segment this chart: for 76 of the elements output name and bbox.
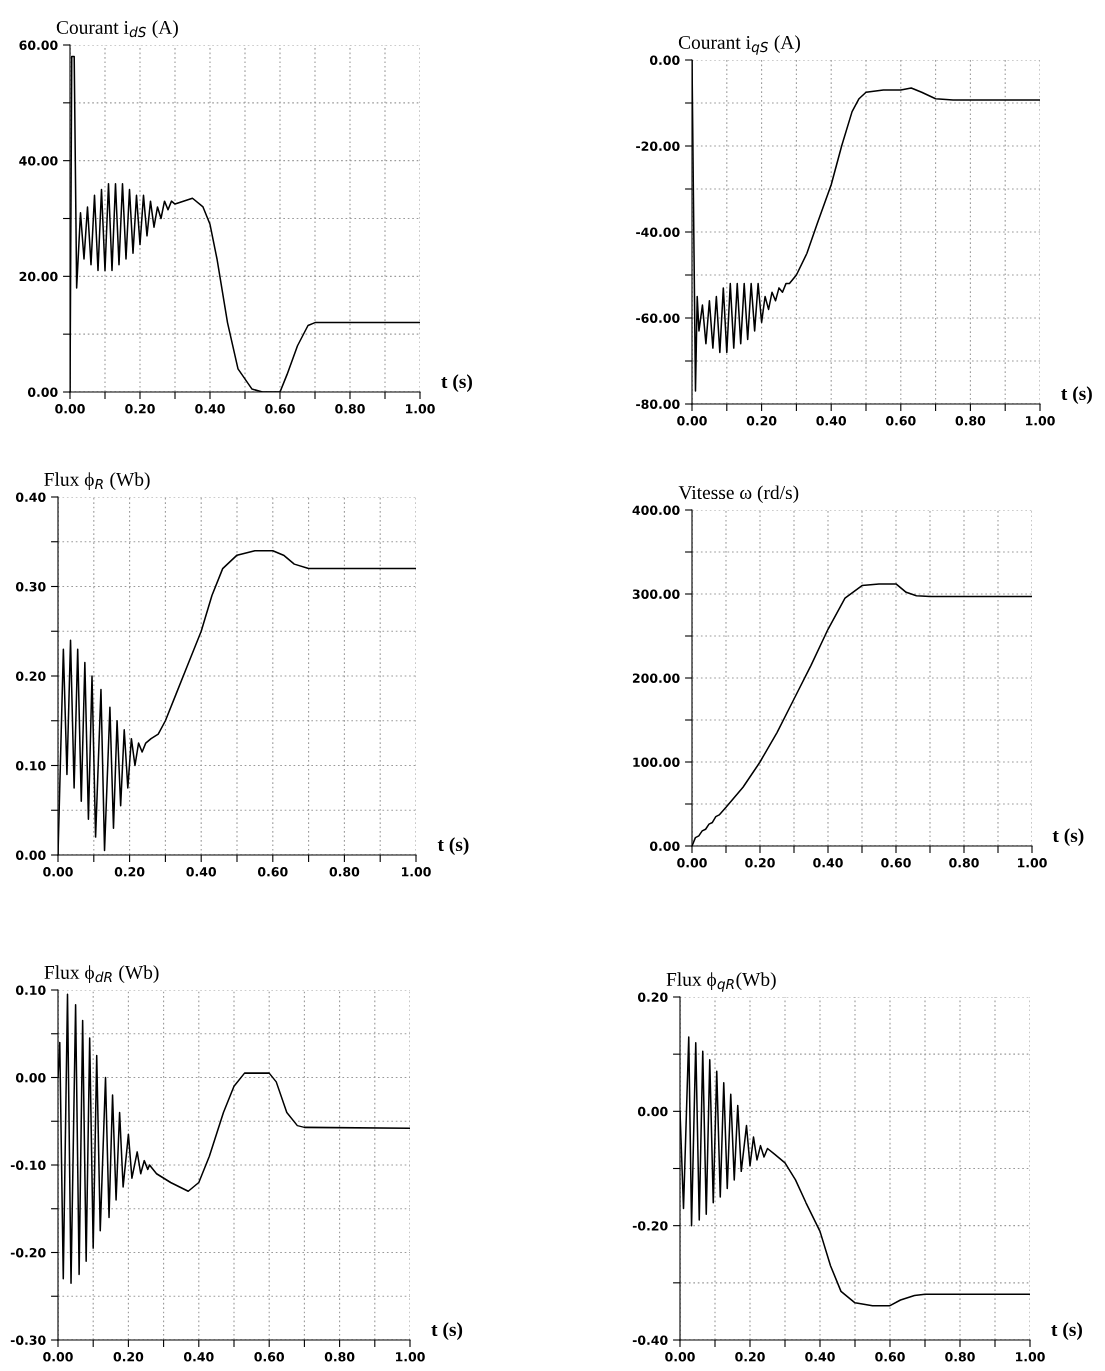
y-tick-label: 0.20 — [637, 992, 668, 1002]
x-tick-label: 0.80 — [335, 404, 365, 414]
x-tick-label: 0.20 — [735, 1352, 765, 1362]
chart-title: Flux ϕ$_{qR}$(Wb) — [666, 972, 776, 992]
y-tick-label: 0.00 — [637, 1106, 668, 1117]
chart-title: Flux ϕ$_{R}$ (Wb) — [44, 472, 150, 490]
y-tick-label: 60.00 — [19, 40, 58, 50]
x-tick-label: 0.40 — [186, 867, 217, 877]
x-axis-title: t (s) — [437, 837, 469, 855]
x-tick-label: 0.40 — [805, 1352, 835, 1362]
y-tick-label: 300.00 — [632, 589, 680, 599]
x-tick-label: 0.80 — [945, 1352, 975, 1362]
x-tick-label: 0.00 — [677, 858, 707, 868]
x-axis-title: t (s) — [441, 374, 472, 392]
x-tick-label: 0.00 — [677, 416, 707, 426]
x-tick-label: 0.00 — [55, 404, 85, 414]
x-tick-label: 0.40 — [195, 404, 225, 414]
x-axis-title: t (s) — [1052, 828, 1084, 846]
y-tick-label: -40.00 — [636, 227, 680, 237]
y-tick-label: 0.00 — [649, 841, 680, 851]
x-tick-label: 0.60 — [885, 416, 916, 426]
y-tick-label: -0.20 — [632, 1221, 668, 1231]
x-tick-label: 0.60 — [257, 867, 288, 877]
y-tick-label: 0.00 — [649, 55, 680, 65]
y-tick-label: 0.00 — [15, 850, 46, 860]
y-tick-label: 20.00 — [19, 271, 58, 282]
x-tick-label: 0.60 — [881, 858, 911, 868]
x-tick-label: 1.00 — [1025, 416, 1055, 426]
y-tick-label: -0.20 — [10, 1247, 46, 1258]
x-tick-label: 1.00 — [401, 867, 431, 877]
x-axis-title: t (s) — [1051, 1322, 1082, 1340]
chart-title: Courant i$_{qS}$ (A) — [678, 35, 800, 55]
y-tick-label: 0.10 — [15, 760, 46, 771]
chart-title: Flux ϕ$_{dR}$ (Wb) — [44, 965, 159, 983]
chart-title: Vitesse ω (rd/s) — [678, 485, 799, 504]
y-tick-label: 400.00 — [632, 505, 680, 515]
x-axis-title: t (s) — [1061, 386, 1092, 404]
x-tick-label: 0.40 — [813, 858, 843, 868]
y-tick-label: 40.00 — [19, 156, 58, 166]
x-tick-label: 0.80 — [324, 1352, 355, 1362]
x-tick-label: 0.00 — [43, 1352, 73, 1362]
y-tick-label: 100.00 — [633, 757, 680, 767]
x-tick-label: 1.00 — [405, 404, 435, 414]
y-tick-label: 0.00 — [15, 1072, 46, 1083]
y-tick-label: 0.30 — [15, 581, 46, 592]
y-tick-label: 0.20 — [15, 671, 46, 681]
y-tick-label: -80.00 — [636, 399, 680, 409]
x-tick-label: 0.60 — [254, 1352, 285, 1362]
x-tick-label: 1.00 — [1015, 1352, 1045, 1362]
y-tick-label: -0.40 — [632, 1335, 668, 1345]
x-tick-label: 0.20 — [114, 867, 145, 877]
x-tick-label: 0.20 — [125, 404, 155, 414]
y-tick-label: 0.00 — [27, 387, 58, 397]
x-tick-label: 0.80 — [329, 867, 360, 877]
x-tick-label: 0.20 — [746, 416, 777, 426]
y-tick-label: 0.40 — [15, 492, 46, 502]
y-tick-label: 200.00 — [632, 673, 680, 683]
x-tick-label: 0.80 — [949, 858, 979, 868]
x-tick-label: 1.00 — [1017, 858, 1047, 868]
x-tick-label: 0.60 — [875, 1352, 905, 1362]
y-tick-label: -20.00 — [636, 141, 680, 151]
x-tick-label: 0.60 — [265, 404, 295, 414]
x-tick-label: 0.40 — [816, 416, 847, 426]
x-axis-title: t (s) — [431, 1322, 463, 1340]
x-tick-label: 0.00 — [665, 1352, 695, 1362]
chart-title: Courant i$_{dS}$ (A) — [56, 20, 178, 38]
y-tick-label: 0.10 — [15, 985, 46, 995]
x-tick-label: 0.40 — [183, 1352, 214, 1362]
x-tick-label: 0.20 — [113, 1352, 144, 1362]
y-tick-label: -0.10 — [10, 1160, 46, 1170]
x-tick-label: 0.80 — [955, 416, 986, 426]
y-tick-label: -60.00 — [636, 313, 680, 323]
x-tick-label: 0.20 — [745, 858, 775, 868]
x-tick-label: 0.00 — [43, 867, 73, 877]
y-tick-label: -0.30 — [10, 1335, 46, 1345]
x-tick-label: 1.00 — [395, 1352, 425, 1362]
